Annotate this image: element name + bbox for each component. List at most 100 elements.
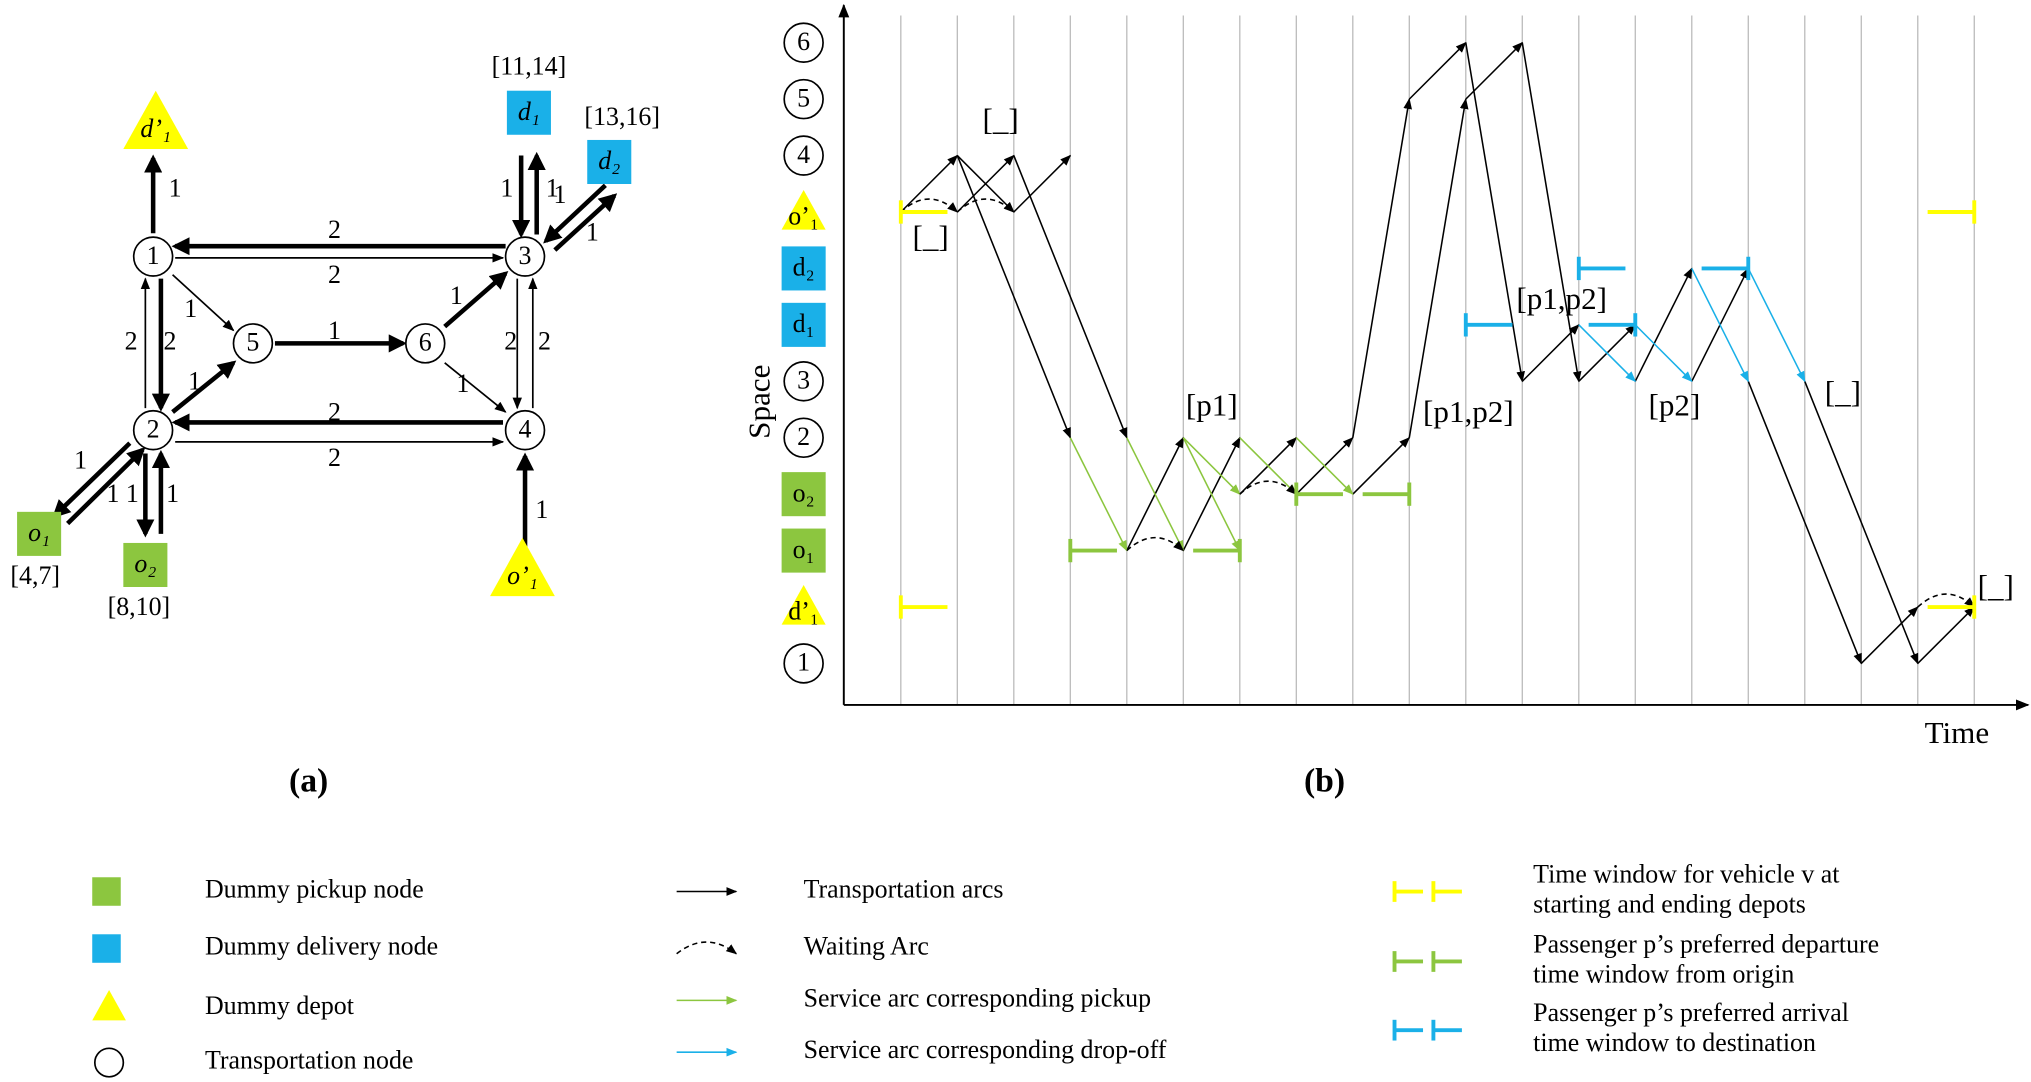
arc-weight: 1 <box>450 281 463 310</box>
space-label: 2 <box>797 422 810 451</box>
arc-weight: 1 <box>586 217 599 246</box>
space-label: o₂ <box>793 478 815 507</box>
arc-weight: 1 <box>188 367 201 396</box>
depot-shape <box>781 189 826 230</box>
legend-label: Dummy depot <box>205 991 355 1020</box>
legend-waiting <box>676 941 738 955</box>
pickup-arc <box>1126 437 1185 552</box>
depot-shape <box>490 537 555 597</box>
node-label: 2 <box>147 414 160 443</box>
dummy-node-label: o₂ <box>134 549 156 578</box>
legend-label: Service arc corresponding drop-off <box>804 1035 1167 1064</box>
node-circle <box>783 361 824 402</box>
y-axis-label: Space <box>741 365 776 439</box>
arc-weight: 2 <box>164 326 177 355</box>
network-arc <box>543 183 607 244</box>
transport-arc <box>1634 267 1693 382</box>
arc-weight: 1 <box>74 446 87 475</box>
delivery-shape <box>781 246 826 291</box>
transport-arc <box>956 155 1072 439</box>
node-circle <box>232 323 274 364</box>
legend-label: time window to destination <box>1533 1028 1816 1057</box>
network-arc <box>443 271 509 329</box>
transport-arc <box>1013 155 1128 439</box>
pickup-shape <box>17 511 62 556</box>
space-label: 6 <box>797 27 810 56</box>
node-circle <box>504 409 546 451</box>
arc-weight: 1 <box>169 173 182 202</box>
pickup-arc <box>1182 437 1241 495</box>
arc-weight: 2 <box>538 326 551 355</box>
dropoff-arc <box>1691 268 1749 383</box>
legend-label: starting and ending depots <box>1533 889 1806 918</box>
load-label: [_] <box>1978 569 2014 604</box>
depot-shape <box>92 989 126 1021</box>
pickup-shape <box>781 472 826 517</box>
legend-label: Waiting Arc <box>804 931 929 960</box>
dummy-node-label: d₂ <box>598 146 620 175</box>
time-window-label: [11,14] <box>492 52 567 81</box>
legend-label: Transportation node <box>205 1046 413 1075</box>
arc-weight: 1 <box>500 173 513 202</box>
arc-weight: 2 <box>328 398 341 427</box>
space-label: d₁ <box>793 309 815 338</box>
legend-label: Dummy delivery node <box>205 931 438 960</box>
legend-label: Service arc corresponding pickup <box>804 983 1151 1012</box>
arc-weight: 1 <box>546 173 559 202</box>
network-arc <box>66 447 146 526</box>
transport-arc <box>1804 381 1919 665</box>
pickup-arc <box>1295 437 1354 495</box>
caption-b: (b) <box>1304 763 1345 800</box>
node-circle <box>783 643 824 684</box>
transport-arc <box>1352 436 1411 495</box>
legend-label: Dummy pickup node <box>205 874 424 903</box>
time-window-label: [8,10] <box>108 592 171 621</box>
dummy-node-label: d₁ <box>518 97 540 126</box>
legend-label: Passenger p’s preferred departure <box>1533 930 1879 959</box>
transport-arc <box>900 154 959 213</box>
transport-arc <box>1521 324 1580 382</box>
node-circle <box>132 236 174 277</box>
node-label: 3 <box>519 241 532 270</box>
dropoff-arc <box>1747 268 1806 383</box>
waiting-arc <box>956 198 1015 213</box>
dummy-node-label: d’₁ <box>140 114 171 143</box>
transport-arc <box>1465 41 1524 100</box>
space-label: d₂ <box>793 253 815 282</box>
space-label: d’₁ <box>788 596 819 625</box>
arc-weight: 1 <box>106 479 119 508</box>
depot-shape <box>781 584 826 625</box>
load-label: [_] <box>982 102 1018 137</box>
delivery-shape <box>92 934 121 963</box>
legend-label: Time window for vehicle v at <box>1533 860 1840 889</box>
node-label: 6 <box>419 328 432 357</box>
load-label: [p1,p2] <box>1516 281 1607 316</box>
pickup-shape <box>781 528 826 573</box>
node-circle <box>132 409 174 451</box>
node-label: 5 <box>246 328 259 357</box>
arc-weight: 2 <box>328 215 341 244</box>
dummy-node-label: o’₁ <box>507 561 538 590</box>
space-label: 4 <box>797 140 810 169</box>
node-circle <box>93 1047 125 1078</box>
network-arc <box>444 362 507 413</box>
node-circle <box>504 236 546 277</box>
load-label: [p1,p2] <box>1423 394 1514 429</box>
time-window-label: [4,7] <box>10 561 60 590</box>
pickup-shape <box>92 877 121 906</box>
transport-arc <box>1408 41 1467 100</box>
space-label: o₁ <box>793 535 815 564</box>
arc-weight: 1 <box>456 369 469 398</box>
dummy-node-label: o₁ <box>28 518 50 547</box>
node-label: 4 <box>519 414 532 443</box>
transport-arc <box>1465 42 1525 383</box>
arc-weight: 2 <box>504 326 517 355</box>
time-window-label: [13,16] <box>584 102 660 131</box>
x-axis-label: Time <box>1925 715 1990 750</box>
node-circle <box>783 417 824 459</box>
arc-weight: 2 <box>125 326 138 355</box>
arc-weight: 1 <box>126 479 139 508</box>
pickup-shape <box>123 542 168 588</box>
node-circle <box>783 78 824 120</box>
dropoff-arc <box>1634 324 1693 383</box>
